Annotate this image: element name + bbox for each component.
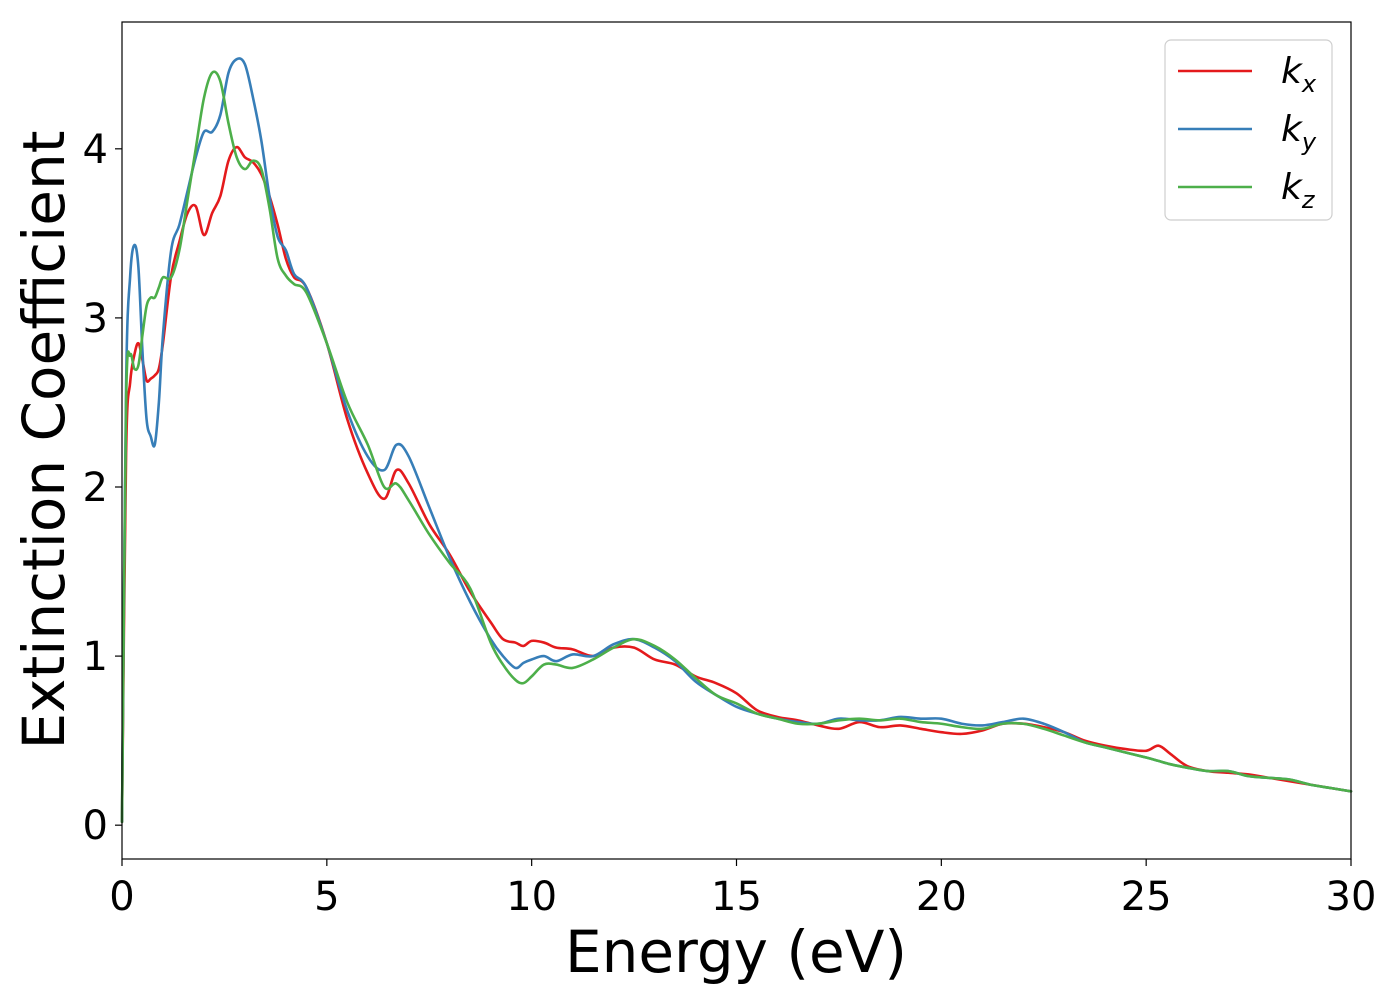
legend-label-ky: ky <box>1281 109 1317 156</box>
series-line-kz <box>120 70 1353 824</box>
y-tick-label: 4 <box>83 127 108 173</box>
x-tick-label: 20 <box>916 874 967 920</box>
x-tick-label: 0 <box>109 874 134 920</box>
legend-label-kx: kx <box>1281 51 1317 98</box>
x-tick-label: 25 <box>1121 874 1172 920</box>
y-tick-label: 1 <box>83 634 108 680</box>
x-axis: 0 5 10 15 20 25 30 <box>109 859 1376 920</box>
y-tick-label: 3 <box>83 296 108 342</box>
plot-area-background <box>122 22 1351 859</box>
x-tick-label: 10 <box>506 874 557 920</box>
y-axis: 0 1 2 3 4 <box>83 127 122 849</box>
y-tick-label: 0 <box>83 803 108 849</box>
legend-label-kz: kz <box>1281 167 1316 214</box>
x-axis-title: Energy (eV) <box>565 918 907 986</box>
x-tick-label: 15 <box>711 874 762 920</box>
x-tick-label: 30 <box>1326 874 1377 920</box>
y-axis-title: Extinction Coefficient <box>10 131 78 750</box>
x-tick-label: 5 <box>314 874 339 920</box>
plot-frame <box>121 21 1352 860</box>
y-tick-label: 2 <box>83 465 108 511</box>
plot-lines <box>120 57 1353 824</box>
legend: kx ky kz <box>1164 39 1333 221</box>
